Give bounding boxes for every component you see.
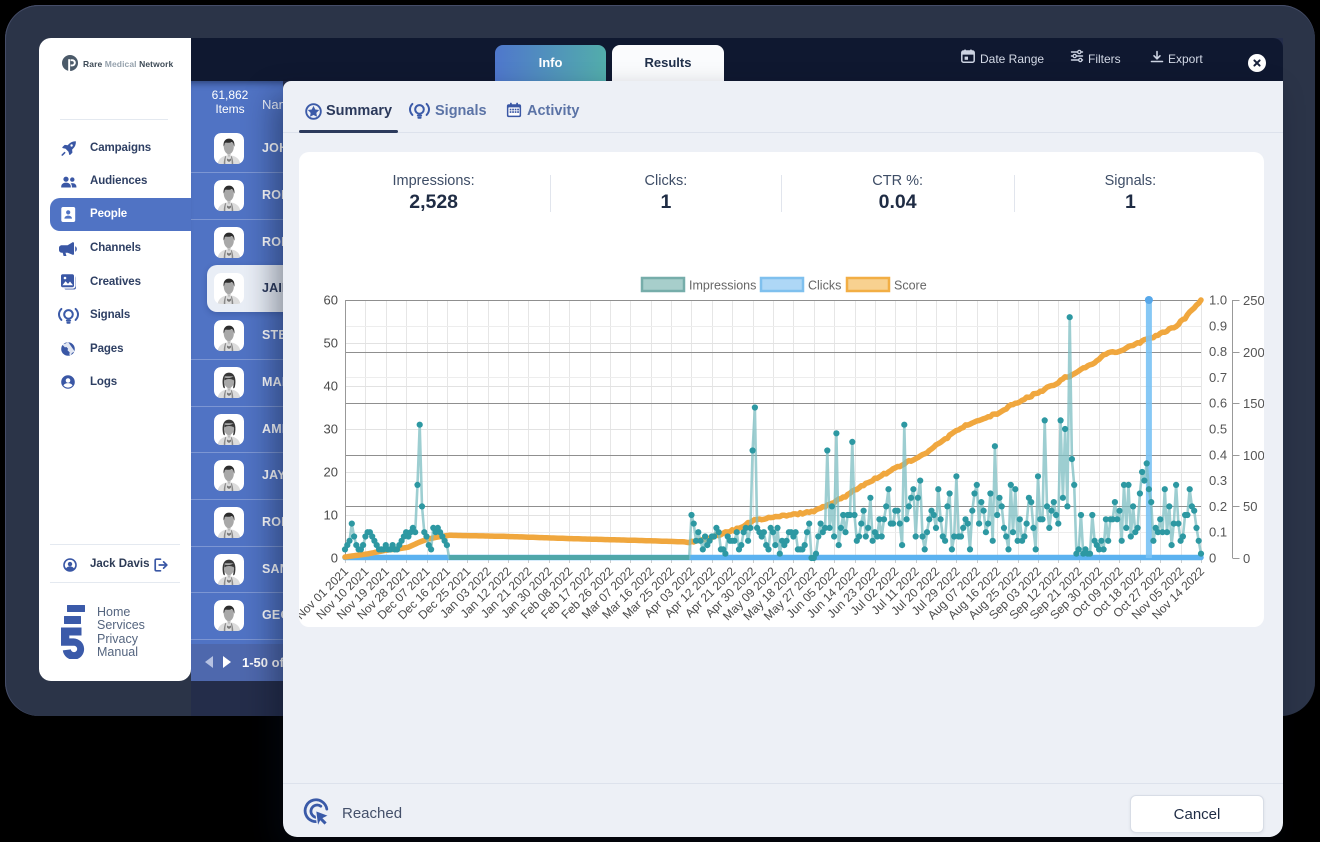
svg-text:30: 30 (324, 422, 338, 437)
svg-text:20: 20 (324, 465, 338, 480)
svg-text:0: 0 (1209, 551, 1216, 566)
svg-text:250: 250 (1243, 293, 1264, 308)
svg-text:Clicks: Clicks (808, 279, 841, 293)
svg-text:0.9: 0.9 (1209, 318, 1227, 333)
svg-text:40: 40 (324, 379, 338, 394)
svg-text:0.7: 0.7 (1209, 370, 1227, 385)
svg-text:100: 100 (1243, 448, 1264, 463)
svg-text:0.8: 0.8 (1209, 344, 1227, 359)
svg-text:0.5: 0.5 (1209, 422, 1227, 437)
svg-text:0.4: 0.4 (1209, 447, 1227, 462)
svg-text:50: 50 (324, 336, 338, 351)
svg-text:0: 0 (1243, 551, 1250, 566)
svg-text:0.1: 0.1 (1209, 525, 1227, 540)
svg-text:10: 10 (324, 508, 338, 523)
svg-text:Impressions: Impressions (689, 279, 756, 293)
svg-text:Score: Score (894, 279, 927, 293)
svg-text:1.0: 1.0 (1209, 293, 1227, 308)
svg-text:0.6: 0.6 (1209, 396, 1227, 411)
svg-text:0: 0 (331, 551, 338, 566)
svg-text:50: 50 (1243, 499, 1257, 514)
svg-text:0.2: 0.2 (1209, 499, 1227, 514)
svg-text:150: 150 (1243, 396, 1264, 411)
svg-text:0.3: 0.3 (1209, 473, 1227, 488)
svg-text:60: 60 (324, 293, 338, 308)
svg-text:200: 200 (1243, 345, 1264, 360)
